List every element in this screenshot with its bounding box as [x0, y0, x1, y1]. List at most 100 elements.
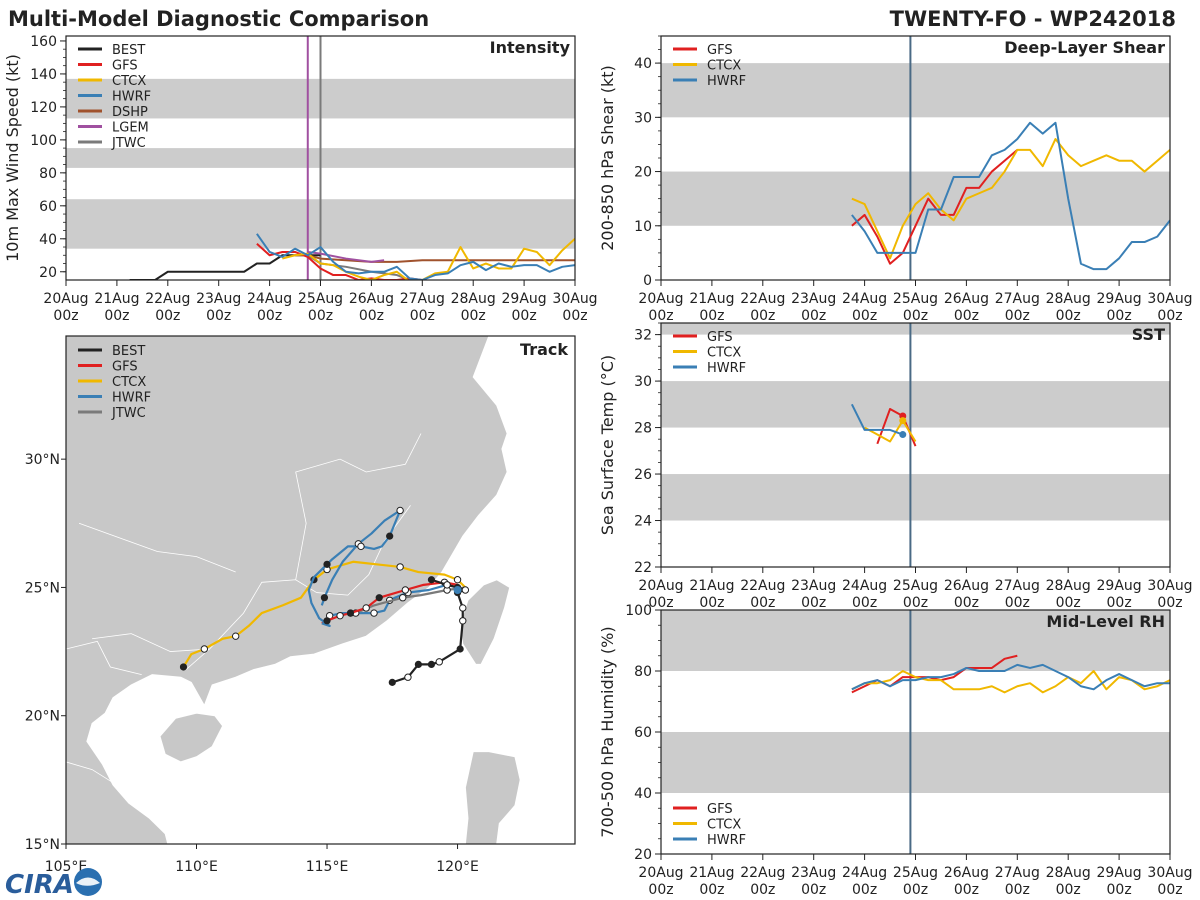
- storm-id: TWENTY-FO - WP242018: [890, 7, 1176, 31]
- map-x-tick-label: 120°E: [436, 859, 479, 875]
- legend-label-ctcx: CTCX: [707, 818, 741, 833]
- y-tick-label: 28: [634, 421, 652, 437]
- x-tick-label: 00z: [648, 595, 673, 611]
- track-point-open: [435, 658, 443, 666]
- land-hainan: [159, 712, 224, 763]
- x-tick-label: 27Aug: [995, 578, 1040, 594]
- province-border: [92, 579, 317, 652]
- track-point-open: [200, 645, 209, 653]
- track-point-open: [396, 563, 404, 571]
- x-tick-label: 30Aug: [1147, 865, 1192, 881]
- sst-point-hwrf: [899, 431, 907, 439]
- panel-sst: 22242628303220Aug00z21Aug00z22Aug00z23Au…: [598, 322, 1193, 611]
- x-tick-label: 23Aug: [791, 291, 836, 307]
- x-tick-label: 24Aug: [842, 291, 887, 307]
- x-tick-label: 00z: [954, 308, 979, 324]
- x-tick-label: 20Aug: [638, 578, 683, 594]
- x-tick-label: 24Aug: [842, 865, 887, 881]
- y-tick-label: 40: [39, 232, 57, 248]
- x-tick-label: 00z: [801, 595, 826, 611]
- x-tick-label: 00z: [801, 882, 826, 898]
- x-tick-label: 00z: [648, 308, 673, 324]
- legend-label-dshp: DSHP: [112, 105, 148, 120]
- x-tick-label: 00z: [461, 308, 486, 324]
- x-tick-label: 23Aug: [196, 291, 241, 307]
- panel-frame: [660, 609, 1171, 855]
- map-inner: [66, 336, 575, 844]
- track-point-open: [396, 506, 404, 515]
- gfs-point-filled: [375, 594, 383, 602]
- x-tick-label: 25Aug: [893, 865, 938, 881]
- x-tick-label: 20Aug: [43, 291, 88, 307]
- x-tick-label: 00z: [699, 595, 724, 611]
- legend-label-gfs: GFS: [112, 59, 138, 74]
- x-tick-label: 00z: [699, 308, 724, 324]
- x-tick-label: 21Aug: [689, 578, 734, 594]
- track-point-open: [370, 609, 378, 617]
- x-tick-label: 26Aug: [349, 291, 394, 307]
- province-border: [78, 522, 236, 573]
- province-border: [66, 761, 122, 788]
- x-tick-label: 26Aug: [944, 865, 989, 881]
- x-tick-label: 27Aug: [995, 291, 1040, 307]
- x-tick-label: 00z: [903, 308, 928, 324]
- map-legend-label-hwrf: HWRF: [112, 391, 151, 406]
- y-tick-label: 32: [634, 328, 652, 344]
- series-line-lgem: [307, 250, 385, 263]
- cira-logo-text: CIRA: [5, 870, 74, 900]
- x-tick-label: 29Aug: [1097, 578, 1142, 594]
- track-point-open: [357, 542, 365, 551]
- map-y-tick-label: 20°N: [25, 709, 60, 725]
- x-tick-label: 23Aug: [791, 865, 836, 881]
- x-tick-label: 00z: [852, 308, 877, 324]
- track-point-open: [401, 586, 410, 594]
- x-tick-label: 24Aug: [247, 291, 292, 307]
- x-tick-label: 22Aug: [740, 578, 785, 594]
- map-y-tick-label: 15°N: [25, 837, 60, 853]
- x-tick-label: 28Aug: [1046, 291, 1091, 307]
- x-tick-label: 28Aug: [1046, 578, 1091, 594]
- series-line-hwrf: [850, 403, 904, 436]
- panel-rh: 2040608010020Aug00z21Aug00z22Aug00z23Aug…: [598, 603, 1193, 898]
- x-tick-label: 29Aug: [1097, 291, 1142, 307]
- map-legend-label-ctcx: CTCX: [112, 375, 146, 390]
- series-line-gfs: [851, 149, 1018, 265]
- panel-title: Intensity: [490, 38, 571, 57]
- y-tick-label: 20: [634, 165, 652, 181]
- panel-track: 105°E 110°E 115°E 120°E 15°N 20°N 25°N 30°N Trac…: [25, 335, 576, 875]
- track-point-open: [399, 593, 407, 602]
- best-point-filled: [427, 660, 436, 669]
- series-line-ctcx: [864, 419, 917, 443]
- x-tick-label: 00z: [1107, 595, 1132, 611]
- x-tick-label: 00z: [903, 595, 928, 611]
- land-taiwan: [459, 579, 511, 665]
- track-point-filled: [323, 560, 331, 568]
- panel-shear: 01020304020Aug00z21Aug00z22Aug00z23Aug00…: [598, 35, 1193, 324]
- track-point-open: [461, 586, 470, 594]
- x-tick-label: 00z: [801, 308, 826, 324]
- province-border: [66, 640, 142, 676]
- legend-label-lgem: LGEM: [112, 121, 149, 136]
- x-tick-label: 30Aug: [552, 291, 597, 307]
- series-line-dshp: [295, 254, 575, 263]
- x-tick-label: 24Aug: [842, 578, 887, 594]
- x-tick-label: 20Aug: [638, 291, 683, 307]
- x-tick-label: 00z: [1056, 595, 1081, 611]
- panel-intensity: 2040608010012014016020Aug00z21Aug00z22Au…: [3, 34, 598, 324]
- legend-label-jtwc: JTWC: [111, 136, 146, 151]
- map-x-tick-label: 115°E: [306, 859, 349, 875]
- y-tick-label: 100: [625, 603, 652, 619]
- map-y-tick-label: 25°N: [25, 580, 60, 596]
- analysis-point: [453, 586, 462, 594]
- x-tick-label: 22Aug: [740, 865, 785, 881]
- panel-title: SST: [1132, 325, 1165, 344]
- map-legend-label-gfs: GFS: [112, 360, 138, 375]
- x-tick-label: 00z: [1005, 308, 1030, 324]
- shaded-band: [661, 171, 1170, 226]
- x-tick-label: 23Aug: [791, 578, 836, 594]
- x-tick-label: 26Aug: [944, 291, 989, 307]
- y-tick-label: 100: [30, 133, 57, 149]
- x-tick-label: 28Aug: [1046, 865, 1091, 881]
- shaded-band: [661, 381, 1170, 428]
